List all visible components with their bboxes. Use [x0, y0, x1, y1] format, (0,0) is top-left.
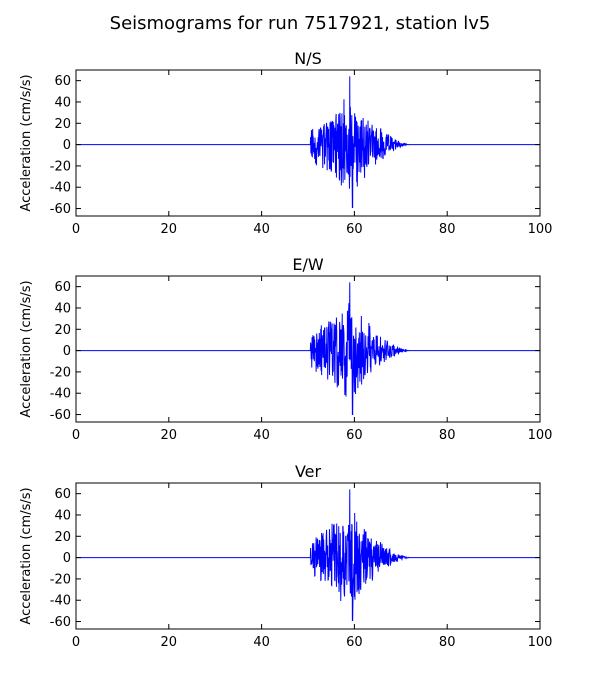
- x-tick-label: 40: [253, 222, 270, 237]
- y-tick-label: 60: [54, 74, 71, 89]
- plot-frame: [75, 482, 541, 630]
- x-tick-label: 100: [528, 428, 553, 443]
- x-tick-label: 60: [346, 222, 363, 237]
- x-tick-label: 80: [439, 428, 456, 443]
- y-tick-label: -20: [50, 159, 71, 174]
- y-axis-label: Acceleration (cm/s/s): [19, 280, 34, 417]
- y-tick-label: -60: [50, 408, 71, 423]
- x-tick-label: 60: [346, 635, 363, 650]
- chart-panel-1: N/S Acceleration (cm/s/s) 0 20 40 60 80 100 -60 -…: [19, 49, 552, 237]
- x-tick-label: 80: [439, 222, 456, 237]
- series-line: [76, 282, 540, 416]
- x-tick-label: 100: [528, 635, 553, 650]
- figure-title: Seismograms for run 7517921, station lv5: [110, 13, 491, 34]
- x-tick-label: 100: [528, 222, 553, 237]
- x-tick-label: 20: [161, 222, 178, 237]
- x-tick-label: 40: [253, 635, 270, 650]
- y-tick-label: 20: [54, 530, 71, 545]
- y-tick-label: -40: [50, 387, 71, 402]
- series-line: [76, 76, 540, 208]
- x-tick-label: 80: [439, 635, 456, 650]
- plot-frame: [75, 275, 541, 423]
- panel-title: Ver: [295, 462, 322, 481]
- x-tick-label: 20: [161, 428, 178, 443]
- x-tick-label: 40: [253, 428, 270, 443]
- panel-title: E/W: [292, 255, 324, 274]
- chart-panel-2: E/W Acceleration (cm/s/s) 0 20 40 60 80 100 -60 -…: [19, 255, 552, 443]
- y-tick-label: 0: [63, 551, 71, 566]
- y-tick-label: 40: [54, 95, 71, 110]
- y-tick-label: 0: [63, 138, 71, 153]
- y-tick-label: 0: [63, 344, 71, 359]
- y-tick-label: -20: [50, 365, 71, 380]
- y-tick-label: 60: [54, 280, 71, 295]
- x-tick-label: 60: [346, 428, 363, 443]
- y-tick-label: 20: [54, 117, 71, 132]
- y-tick-label: 40: [54, 301, 71, 316]
- x-tick-label: 0: [72, 428, 80, 443]
- plot-frame: [75, 69, 541, 217]
- series-line: [76, 489, 540, 621]
- y-axis-label: Acceleration (cm/s/s): [19, 74, 34, 211]
- y-tick-label: -20: [50, 572, 71, 587]
- panel-title: N/S: [294, 49, 322, 68]
- y-axis-label: Acceleration (cm/s/s): [19, 487, 34, 624]
- y-tick-label: 40: [54, 508, 71, 523]
- x-tick-label: 20: [161, 635, 178, 650]
- y-tick-label: -60: [50, 615, 71, 630]
- x-tick-label: 0: [72, 222, 80, 237]
- y-tick-label: -40: [50, 181, 71, 196]
- panels-container: N/S Acceleration (cm/s/s) 0 20 40 60 80 100 -60 -…: [19, 49, 552, 650]
- x-tick-label: 0: [72, 635, 80, 650]
- y-tick-label: -60: [50, 202, 71, 217]
- y-tick-label: -40: [50, 594, 71, 609]
- y-tick-label: 20: [54, 323, 71, 338]
- chart-panel-3: Ver Acceleration (cm/s/s) 0 20 40 60 80 100 -60 -…: [19, 462, 552, 650]
- y-tick-label: 60: [54, 487, 71, 502]
